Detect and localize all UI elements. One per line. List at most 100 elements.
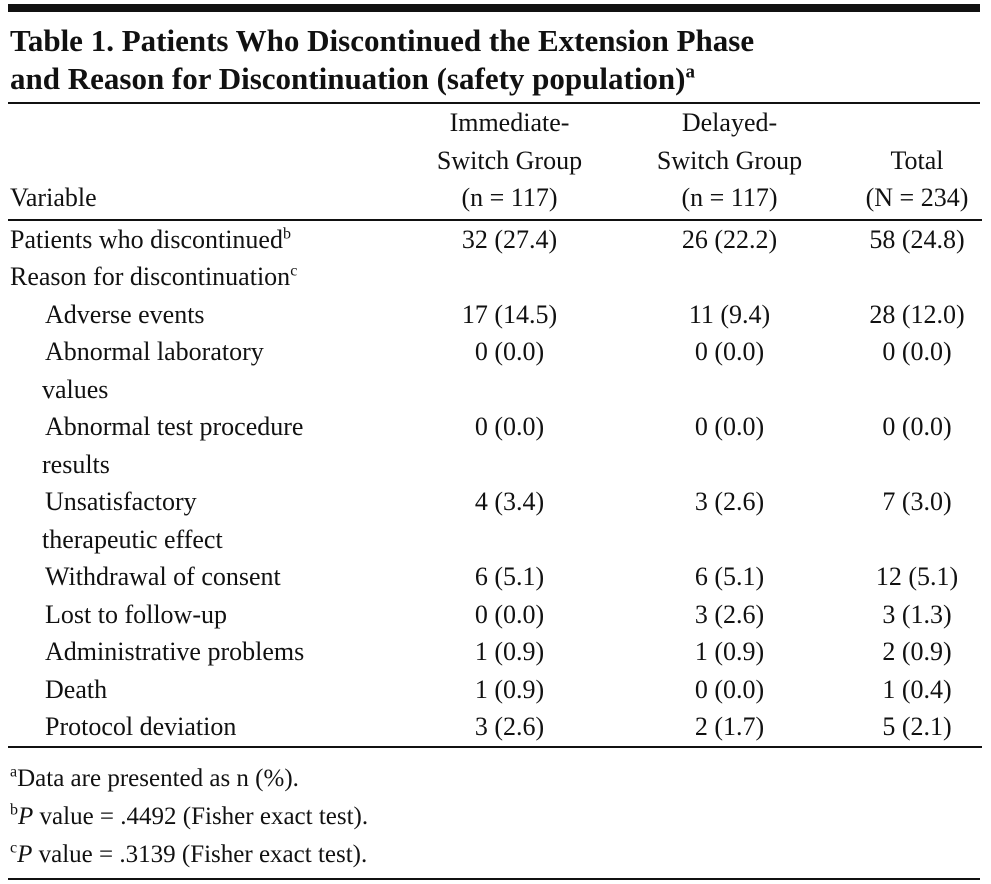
row-label: Withdrawal of consent — [8, 558, 412, 596]
table-cell: 3 (2.6) — [607, 483, 852, 558]
table-cell: 32 (27.4) — [412, 220, 607, 259]
header-line: Switch Group — [436, 145, 583, 175]
column-header: Variable — [8, 104, 412, 220]
header-line: Immediate- — [449, 108, 570, 137]
table-cell: 11 (9.4) — [607, 296, 852, 334]
table-cell: 4 (3.4) — [412, 483, 607, 558]
cell-text: 3 (2.6) — [694, 599, 765, 629]
cell-text: 4 (3.4) — [474, 487, 545, 516]
table-cell — [607, 258, 852, 296]
table-row: Patients who discontinuedb 32 (27.4) 26 (2… — [8, 220, 982, 259]
label-line: values — [10, 371, 412, 409]
footnote-italic: P — [17, 841, 33, 868]
column-header: Total (N = 234) — [852, 104, 982, 220]
table-row: Protocol deviation 3 (2.6) 2 (1.7) 5 (2.1) — [8, 708, 982, 747]
note-mark: b — [282, 224, 291, 242]
header-row: Variable Immediate- Switch Group (n = 117) D… — [8, 104, 982, 220]
label-text: Death — [45, 674, 108, 704]
label-text: Protocol deviation — [45, 712, 237, 741]
cell-text: 12 (5.1) — [875, 562, 959, 591]
table-cell: 0 (0.0) — [412, 596, 607, 634]
label-text: therapeutic effect — [42, 524, 223, 554]
table-cell: 58 (24.8) — [852, 220, 982, 259]
table-cell: 1 (0.4) — [852, 671, 982, 709]
table-cell: 0 (0.0) — [852, 408, 982, 483]
table-cell: 26 (22.2) — [607, 220, 852, 259]
cell-text: 5 (2.1) — [882, 712, 952, 741]
table-row: Abnormal laboratory values 0 (0.0) 0 (0.0) 0… — [8, 333, 982, 408]
note-mark: c — [290, 262, 298, 280]
row-label: Death — [8, 671, 412, 709]
cell-text: 0 (0.0) — [474, 599, 545, 629]
label-line: Abnormal test procedure — [10, 408, 412, 446]
label-line: Administrative problems — [10, 633, 412, 671]
title-line: and Reason for Discontinuation (safety p… — [10, 60, 754, 98]
table-row: Withdrawal of consent 6 (5.1) 6 (5.1) 12 (5… — [8, 558, 982, 596]
row-label: Adverse events — [8, 296, 412, 334]
table-cell: 5 (2.1) — [852, 708, 982, 747]
label-line: Reason for discontinuationc — [10, 258, 412, 296]
table-row: Administrative problems 1 (0.9) 1 (0.9) 2 (… — [8, 633, 982, 671]
cell-text: 6 (5.1) — [474, 562, 545, 591]
header-line: Total — [890, 145, 944, 175]
table-cell: 0 (0.0) — [852, 333, 982, 408]
cell-text: 0 (0.0) — [694, 412, 765, 441]
header-line: Variable — [10, 183, 97, 212]
label-text: results — [42, 449, 110, 479]
label-line: Lost to follow-up — [10, 596, 412, 634]
cell-text: 17 (14.5) — [461, 299, 558, 329]
table-cell: 2 (0.9) — [852, 633, 982, 671]
cell-text: 0 (0.0) — [882, 337, 952, 366]
label-text: Lost to follow-up — [45, 599, 227, 629]
row-label: Abnormal laboratory values — [8, 333, 412, 408]
label-line: Abnormal laboratory — [10, 333, 412, 371]
top-bar — [8, 4, 980, 12]
cell-text: 0 (0.0) — [474, 412, 545, 441]
label-line: Unsatisfactory — [10, 483, 412, 521]
footnotes: aData are presented as n (%). bP value = … — [10, 760, 368, 874]
cell-text: 1 (0.4) — [882, 674, 952, 704]
cell-text: 0 (0.0) — [694, 674, 765, 704]
table-cell: 0 (0.0) — [607, 408, 852, 483]
header-line: (n = 117) — [461, 183, 558, 212]
footnote-italic: P — [18, 803, 34, 830]
row-label: Patients who discontinuedb — [8, 220, 412, 259]
footnote: bP value = .4492 (Fisher exact test). — [10, 798, 368, 836]
cell-text: 1 (0.9) — [474, 674, 545, 704]
table-cell: 12 (5.1) — [852, 558, 982, 596]
row-label: Unsatisfactory therapeutic effect — [8, 483, 412, 558]
note-mark: a — [685, 61, 696, 83]
label-line: Adverse events — [10, 296, 412, 334]
column-header: Immediate- Switch Group (n = 117) — [412, 104, 607, 220]
note-mark: c — [10, 839, 18, 857]
cell-text: 2 (1.7) — [694, 712, 765, 741]
label-text: Abnormal laboratory — [45, 337, 264, 366]
table-cell: 1 (0.9) — [412, 671, 607, 709]
table-row: Abnormal test procedure results 0 (0.0) 0 (… — [8, 408, 982, 483]
label-text: Patients who discontinued — [10, 224, 283, 254]
label-text: Administrative problems — [45, 637, 305, 666]
cell-text: 28 (12.0) — [869, 299, 965, 329]
footnote-text: Data are presented as n (%). — [17, 765, 299, 792]
cell-text: 0 (0.0) — [882, 412, 952, 441]
row-label: Lost to follow-up — [8, 596, 412, 634]
table-cell: 1 (0.9) — [607, 633, 852, 671]
table-cell: 0 (0.0) — [607, 333, 852, 408]
table-cell: 7 (3.0) — [852, 483, 982, 558]
cell-text: 3 (1.3) — [882, 599, 952, 629]
table-cell: 1 (0.9) — [412, 633, 607, 671]
table-row: Death 1 (0.9) 0 (0.0) 1 (0.4) — [8, 671, 982, 709]
header-line: (N = 234) — [865, 183, 969, 212]
title-line: Table 1. Patients Who Discontinued the E… — [10, 22, 754, 60]
title-text: Table 1. Patients Who Discontinued the E… — [10, 23, 755, 58]
cell-text: 6 (5.1) — [694, 562, 765, 591]
table-row: Lost to follow-up 0 (0.0) 3 (2.6) 3 (1.3) — [8, 596, 982, 634]
table-row: Unsatisfactory therapeutic effect 4 (3.4) 3… — [8, 483, 982, 558]
label-line: results — [10, 446, 412, 484]
table-cell: 3 (2.6) — [412, 708, 607, 747]
footnote-text: value = .3139 (Fisher exact test). — [32, 841, 368, 868]
row-label: Protocol deviation — [8, 708, 412, 747]
cell-text: 0 (0.0) — [474, 337, 545, 366]
header-line: Switch Group — [656, 145, 803, 175]
